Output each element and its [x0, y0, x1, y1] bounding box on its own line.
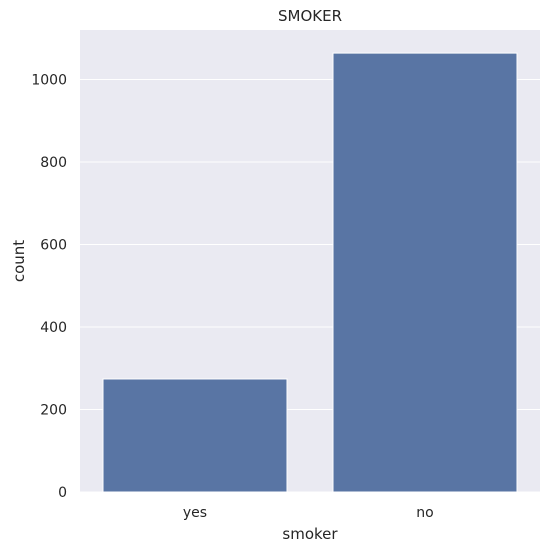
y-tick-label: 800: [40, 155, 67, 171]
bar-yes: [102, 378, 288, 493]
x-tick-label: no: [416, 505, 433, 521]
x-tick-labels: yes no: [183, 505, 434, 521]
y-tick-label: 200: [40, 403, 67, 419]
y-tick-label: 400: [40, 320, 67, 336]
x-axis-label: smoker: [282, 525, 338, 543]
y-tick-labels: 0 200 400 600 800 1000: [31, 73, 67, 502]
y-tick-label: 600: [40, 238, 67, 254]
y-tick-label: 1000: [31, 73, 67, 89]
bars: [102, 52, 518, 493]
y-axis-label: count: [10, 240, 28, 282]
y-tick-label: 0: [58, 485, 67, 501]
chart-title: SMOKER: [278, 7, 342, 25]
bar-no: [332, 52, 518, 493]
x-tick-label: yes: [183, 505, 207, 521]
